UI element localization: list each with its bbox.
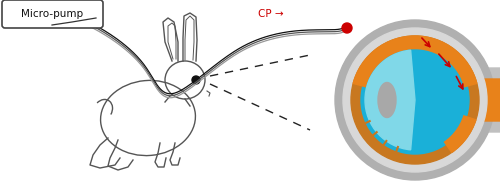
- Circle shape: [361, 46, 469, 154]
- Text: Micro-pump: Micro-pump: [21, 9, 83, 19]
- FancyBboxPatch shape: [2, 0, 103, 28]
- Ellipse shape: [378, 83, 396, 118]
- Circle shape: [335, 20, 495, 180]
- FancyBboxPatch shape: [481, 79, 500, 121]
- Wedge shape: [353, 36, 477, 100]
- Text: CP →: CP →: [258, 9, 283, 19]
- Circle shape: [365, 50, 465, 150]
- Circle shape: [342, 23, 352, 33]
- FancyBboxPatch shape: [478, 68, 500, 132]
- Wedge shape: [365, 50, 415, 150]
- Wedge shape: [415, 100, 476, 152]
- Circle shape: [351, 36, 479, 164]
- Circle shape: [192, 76, 200, 84]
- Circle shape: [343, 28, 487, 172]
